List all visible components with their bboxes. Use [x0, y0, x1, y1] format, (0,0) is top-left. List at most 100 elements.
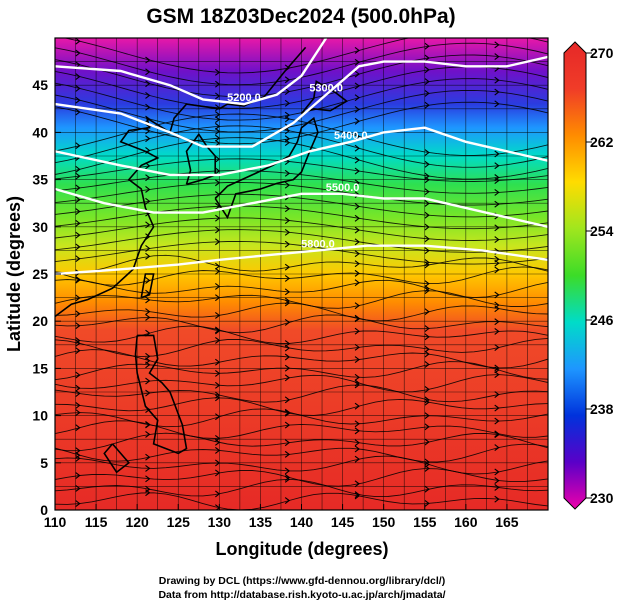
flow-arrow — [284, 408, 291, 416]
flow-arrow — [145, 252, 151, 260]
flow-arrow — [215, 92, 221, 100]
streamline — [55, 443, 548, 463]
flow-arrow — [75, 401, 81, 409]
flow-arrow — [215, 111, 221, 119]
flow-arrow — [284, 497, 291, 504]
y-tick-label: 0 — [40, 502, 48, 518]
credit-line-data: Data from http://database.rish.kyoto-u.a… — [158, 589, 445, 601]
streamline — [55, 349, 548, 369]
flow-arrow — [215, 226, 221, 234]
flow-arrow — [215, 214, 221, 222]
x-tick-label: 110 — [44, 514, 67, 530]
flow-arrow — [494, 174, 500, 181]
flow-arrow — [215, 459, 221, 467]
flow-arrow — [75, 424, 81, 432]
x-tick-label: 165 — [495, 514, 519, 530]
flow-arrow — [284, 228, 291, 236]
height-contours: 5200.0 5300.0 5400.0 5500.0 5800.0 — [55, 38, 548, 276]
colorbar-tick-label: 230 — [590, 490, 614, 506]
flow-arrow — [494, 188, 500, 196]
flow-arrow — [424, 149, 430, 156]
streamline — [55, 266, 548, 286]
contour-label: 5300.0 — [309, 83, 343, 95]
flow-arrow — [424, 101, 430, 109]
flow-arrow — [284, 88, 291, 95]
flow-arrow — [75, 447, 81, 455]
streamline — [55, 374, 548, 393]
flow-arrow — [494, 484, 500, 491]
x-tick-label: 130 — [208, 514, 232, 530]
y-tick-label: 35 — [32, 172, 48, 188]
flow-arrow — [75, 371, 81, 379]
flow-arrow — [215, 179, 221, 187]
flow-arrow — [215, 139, 221, 147]
flow-arrow — [215, 446, 221, 454]
flow-arrow — [424, 78, 430, 86]
flow-arrow — [494, 344, 500, 351]
flow-arrow — [145, 464, 151, 472]
flow-arrow — [494, 88, 500, 96]
flow-arrow — [215, 127, 221, 135]
flow-arrow — [424, 361, 430, 368]
colorbar-gradient — [564, 42, 586, 509]
flow-arrow — [145, 485, 151, 493]
flow-arrow — [354, 302, 360, 310]
flow-arrow — [354, 203, 360, 210]
flow-arrow — [354, 58, 360, 66]
flow-arrow — [354, 238, 360, 246]
flow-arrow — [215, 155, 221, 163]
colorbar-tick-label: 246 — [590, 312, 614, 328]
flow-arrow — [495, 30, 499, 36]
flow-arrow — [145, 68, 151, 76]
flow-arrow — [494, 76, 500, 84]
flow-arrow — [75, 339, 81, 347]
flow-arrow — [215, 80, 221, 88]
flow-arrow — [75, 243, 81, 251]
flow-arrow — [145, 186, 151, 193]
flow-arrow — [284, 475, 291, 483]
flow-arrow — [145, 352, 151, 360]
grid-lines — [55, 38, 548, 510]
chart-title: GSM 18Z03Dec2024 (500.0hPa) — [146, 5, 455, 28]
flow-arrow — [354, 327, 360, 335]
flow-arrow — [284, 217, 291, 224]
flow-arrow — [284, 364, 291, 372]
flow-arrow — [215, 283, 221, 290]
flow-arrow — [424, 89, 430, 97]
flow-arrow — [284, 473, 291, 481]
flow-arrow — [424, 160, 430, 168]
flow-arrow — [354, 70, 360, 78]
flow-arrow — [145, 162, 151, 170]
flow-arrow — [145, 313, 151, 321]
flow-arrow — [215, 262, 221, 270]
flow-arrow — [424, 461, 430, 468]
streamline — [55, 468, 548, 487]
coastlines — [55, 46, 349, 474]
flow-arrow — [284, 99, 291, 107]
flow-arrow — [75, 347, 81, 355]
flow-arrow — [215, 336, 221, 344]
flow-arrow — [494, 301, 500, 309]
flow-arrow — [75, 84, 81, 92]
flow-arrow — [75, 322, 81, 330]
flow-arrow — [494, 41, 500, 49]
flow-arrow — [494, 417, 500, 425]
flow-arrow — [354, 106, 360, 113]
flow-arrow — [215, 312, 221, 319]
streamline — [55, 240, 548, 265]
flow-arrow — [145, 197, 151, 205]
flow-arrow — [424, 54, 430, 62]
flow-arrow — [424, 350, 430, 358]
flow-arrow — [75, 409, 81, 417]
flow-arrow — [145, 377, 151, 385]
streamline — [55, 229, 548, 253]
flow-arrow — [494, 291, 500, 299]
flow-arrow — [284, 353, 291, 361]
flow-arrow — [354, 420, 360, 428]
flow-arrow — [424, 325, 430, 332]
flow-arrow — [424, 235, 430, 243]
flow-arrow — [494, 468, 500, 476]
y-axis: 0 5 10 15 20 25 30 35 40 45 — [32, 77, 61, 518]
flow-arrow — [354, 455, 360, 463]
